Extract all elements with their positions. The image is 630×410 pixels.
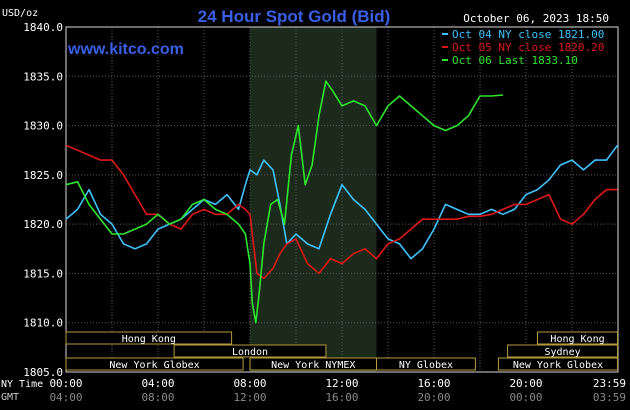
legend-entry: Oct 04 NY close 1821.00 (452, 28, 604, 41)
y-tick-label: 1830.0 (23, 120, 63, 133)
session-label: New York Globex (513, 360, 603, 371)
x-tick-gmt: 20:00 (417, 391, 450, 404)
nymex-session-band (250, 27, 377, 372)
legend-entry: Oct 05 NY close 1820.20 (452, 41, 604, 54)
x-tick-gmt: 03:59 (593, 391, 626, 404)
y-tick-label: 1805.0 (23, 366, 63, 379)
series-line (65, 80, 504, 324)
x-tick-gmt: 00:00 (509, 391, 542, 404)
session-box-frame (376, 357, 476, 371)
session-label: New York Globex (109, 360, 199, 371)
session-label: Hong Kong (122, 334, 176, 345)
x-tick-gmt: 04:00 (49, 391, 82, 404)
session-box: New York Globex (65, 357, 244, 371)
session-box-frame (65, 357, 244, 371)
x-tick-gmt: 08:00 (141, 391, 174, 404)
session-box: Hong Kong (537, 331, 619, 345)
x-tick-ny: 12:00 (325, 377, 358, 390)
market-sessions: Hong Kong London New York Globex New York N… (65, 331, 619, 371)
session-label: NY Globex (399, 360, 453, 371)
y-tick-label: 1810.0 (23, 317, 63, 330)
date-stamp: October 06, 2023 18:50 (463, 12, 609, 25)
x-tick-gmt: 12:00 (233, 391, 266, 404)
session-box: New York Globex (497, 357, 619, 371)
y-tick-labels: 1840.0 1835.0 1830.0 1825.0 1820.0 1815.0 1810… (23, 21, 63, 379)
session-box: New York NYMEX (249, 357, 377, 371)
session-label: New York NYMEX (271, 360, 355, 371)
x-tick-ny: 23:59 (593, 377, 626, 390)
x-tick-ny: 20:00 (509, 377, 542, 390)
chart-title: 24 Hour Spot Gold (Bid) (198, 7, 391, 26)
y-tick-label: 1820.0 (23, 218, 63, 231)
session-box-frame (537, 331, 619, 345)
series-lines (65, 80, 619, 324)
gmt-label: GMT (1, 392, 19, 403)
session-label: Sydney (545, 347, 581, 358)
session-box: Sydney (507, 344, 619, 358)
y-tick-label: 1815.0 (23, 267, 63, 280)
session-box-frame (65, 331, 233, 345)
session-label: London (232, 347, 268, 358)
legend-entry: Oct 06 Last 1833.10 (452, 54, 578, 67)
x-tick-ny: 00:00 (49, 377, 82, 390)
session-box: London (173, 344, 327, 358)
y-tick-label: 1825.0 (23, 169, 63, 182)
session-label: Hong Kong (550, 334, 604, 345)
y-axis-label: USD/oz (2, 8, 38, 19)
session-box: NY Globex (376, 357, 476, 371)
y-tick-label: 1835.0 (23, 70, 63, 83)
session-box: Hong Kong (65, 331, 233, 345)
ny-time-label: NY Time (1, 379, 43, 390)
x-tick-ny: 04:00 (141, 377, 174, 390)
session-box-frame (507, 344, 619, 358)
x-tick-ny: 08:00 (233, 377, 266, 390)
session-box-frame (497, 357, 619, 371)
session-box-frame (173, 344, 327, 358)
plot-border (65, 26, 619, 373)
x-tick-gmt: 16:00 (325, 391, 358, 404)
source-watermark: www.kitco.com (67, 41, 184, 58)
y-tick-label: 1840.0 (23, 21, 63, 34)
x-tick-ny: 16:00 (417, 377, 450, 390)
series-line (65, 144, 619, 260)
